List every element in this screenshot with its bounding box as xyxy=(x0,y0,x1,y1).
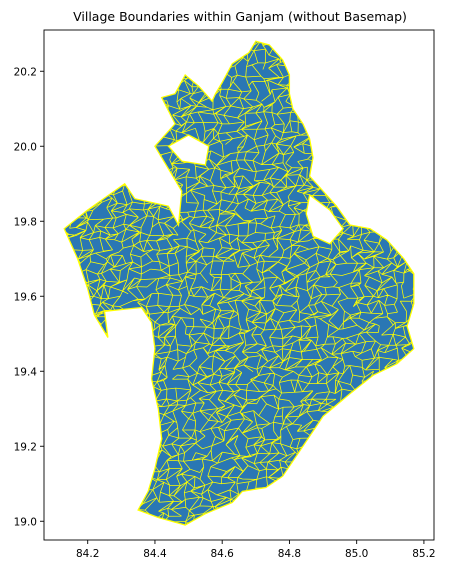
x-axis: 84.2 84.4 84.6 84.8 85.0 85.2 xyxy=(76,540,436,560)
y-tick-label: 19.6 xyxy=(14,291,38,303)
y-tick-label: 19.2 xyxy=(14,441,37,453)
axes-frame xyxy=(43,29,435,541)
x-tick-label: 85.2 xyxy=(412,548,435,560)
y-tick-label: 19.0 xyxy=(14,516,37,528)
x-tick-label: 84.2 xyxy=(76,548,99,560)
x-tick-label: 84.6 xyxy=(210,548,234,560)
plot-area xyxy=(63,40,415,526)
map-title: Village Boundaries within Ganjam (withou… xyxy=(73,9,407,24)
y-axis: 19.0 19.2 19.4 19.6 19.8 20.0 20.2 xyxy=(14,66,44,528)
district-fill xyxy=(64,41,414,525)
x-tick-label: 84.4 xyxy=(143,548,167,560)
x-tick-label: 85.0 xyxy=(345,548,368,560)
y-tick-label: 19.4 xyxy=(14,366,38,378)
y-tick-label: 19.8 xyxy=(14,216,37,228)
district-outline xyxy=(63,40,415,526)
y-tick-label: 20.0 xyxy=(14,141,37,153)
y-tick-label: 20.2 xyxy=(14,66,37,78)
x-tick-label: 84.8 xyxy=(278,548,301,560)
